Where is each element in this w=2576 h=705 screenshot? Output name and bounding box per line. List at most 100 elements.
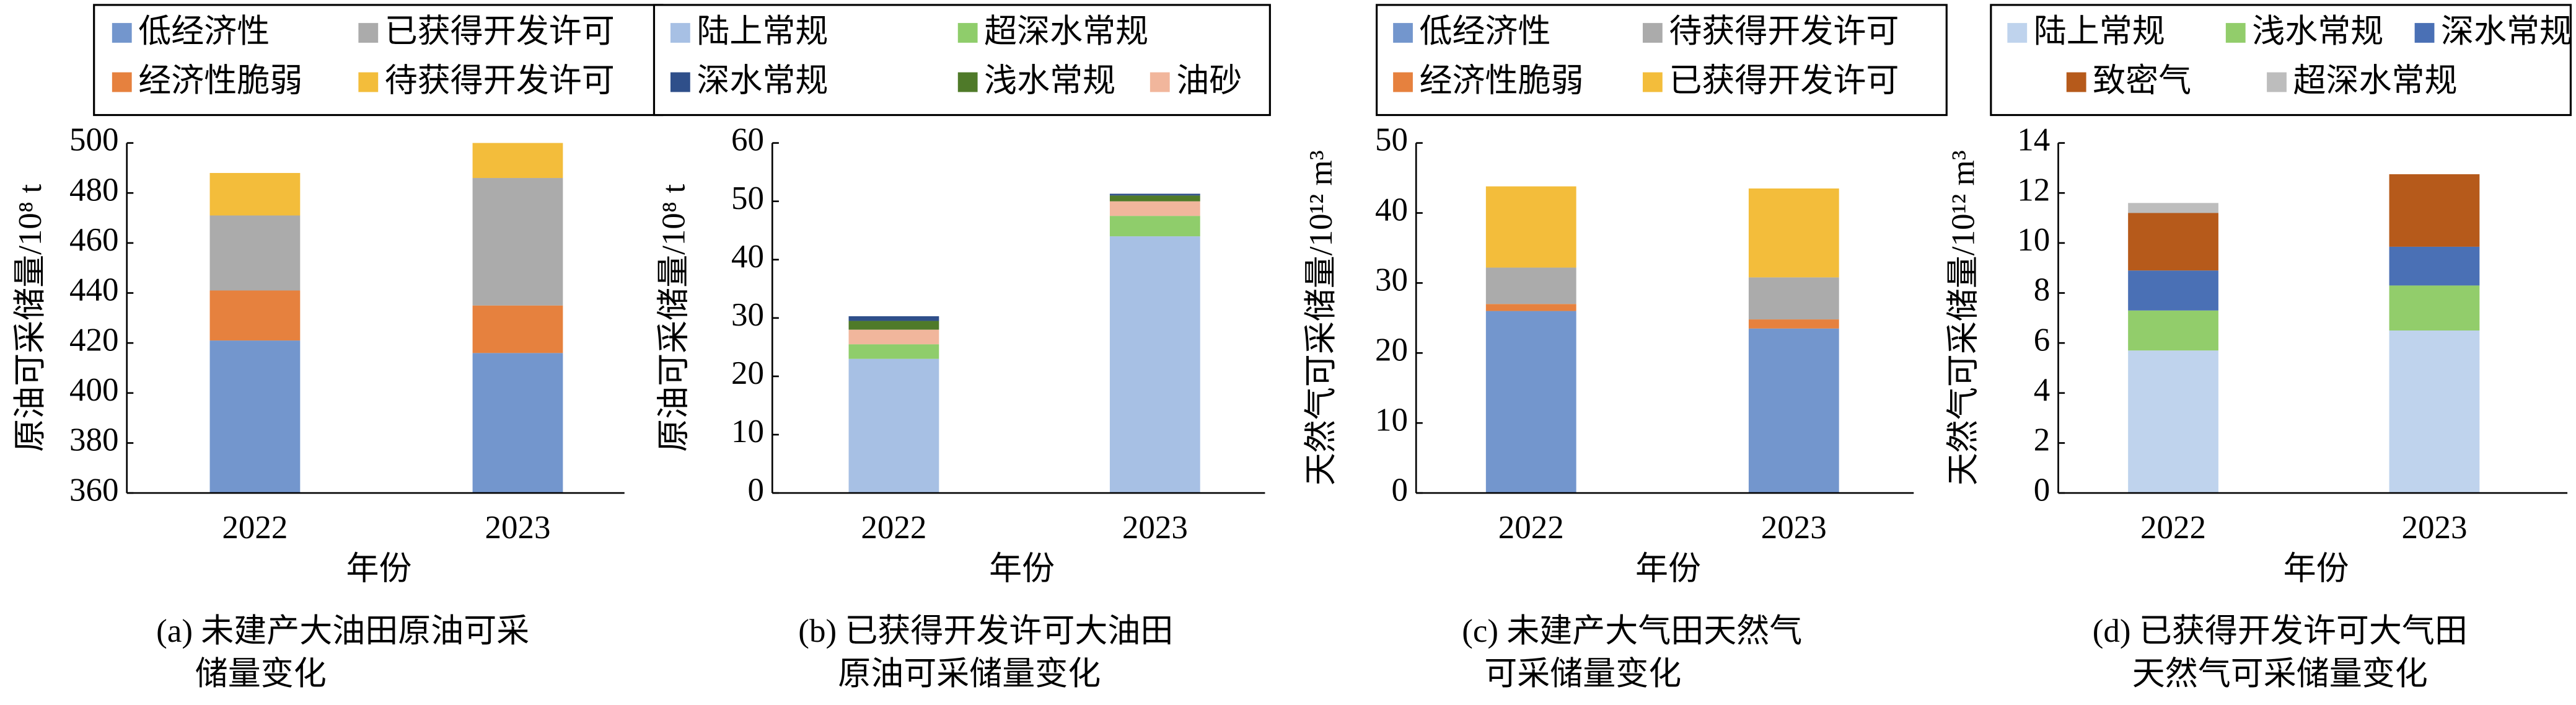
x-tick-label: 2022 (1498, 510, 1564, 546)
bar-segment (1109, 195, 1200, 202)
legend-swatch (2267, 72, 2287, 92)
y-tick-label: 50 (1375, 122, 1408, 158)
bar-segment (472, 178, 563, 306)
y-axis-label: 原油可采储量/10⁸ t (12, 184, 48, 451)
legend-label: 超深水常规 (984, 14, 1148, 50)
y-tick-label: 40 (1375, 192, 1408, 228)
x-tick-label: 2023 (2401, 510, 2467, 546)
bar-segment (209, 290, 301, 341)
x-tick-label: 2022 (222, 510, 288, 546)
legend-swatch (2414, 23, 2435, 43)
legend-label: 浅水常规 (2252, 14, 2383, 50)
legend-swatch (957, 72, 978, 92)
y-tick-label: 40 (731, 239, 764, 275)
bar-segment (2128, 350, 2218, 494)
bar-segment (848, 358, 939, 494)
bar-segment (472, 305, 563, 353)
bar-segment (1109, 201, 1200, 216)
y-tick-label: 10 (731, 414, 764, 450)
x-tick-label: 2023 (485, 510, 550, 546)
bar-segment (2128, 203, 2218, 213)
bar-segment (2128, 213, 2218, 271)
legend-label: 深水常规 (697, 63, 828, 99)
y-tick-label: 20 (1375, 332, 1408, 368)
bar-segment (1748, 188, 1839, 278)
bar-segment (209, 215, 301, 291)
y-tick-label: 420 (69, 322, 119, 358)
y-tick-label: 10 (2017, 222, 2050, 258)
legend-swatch (358, 72, 379, 92)
legend-label: 待获得开发许可 (385, 63, 615, 99)
bar-segment (2389, 285, 2480, 331)
legend-swatch (1393, 72, 1413, 92)
bar-segment (209, 340, 301, 494)
bar-segment (2128, 270, 2218, 311)
bar-segment (1748, 328, 1839, 494)
bar-segment (1485, 304, 1576, 311)
caption: (a) 未建产大油田原油可采 (156, 613, 529, 649)
bar-segment (472, 353, 563, 494)
y-tick-label: 30 (1375, 262, 1408, 298)
legend-swatch (1642, 72, 1663, 92)
panel: 0 2 4 6 8 10 12 14 2022 2023 年份 天然气可采储量/10¹² m³ (d) … (1945, 4, 2572, 692)
legend-swatch (1150, 72, 1170, 92)
bar-segment (2389, 246, 2480, 286)
legend-swatch (2066, 72, 2086, 92)
y-tick-label: 440 (69, 272, 119, 308)
caption: 可采储量变化 (1484, 656, 1681, 692)
legend-label: 油砂 (1176, 63, 1242, 99)
x-tick-label: 2022 (2140, 510, 2206, 546)
legend-label: 低经济性 (138, 14, 270, 50)
y-tick-label: 14 (2017, 122, 2050, 158)
bar-segment (2389, 330, 2480, 494)
legend-label: 经济性脆弱 (138, 63, 302, 99)
legend-swatch (1393, 23, 1413, 43)
x-axis-label: 年份 (346, 551, 412, 587)
bar-segment (1485, 311, 1576, 494)
y-tick-label: 12 (2017, 172, 2050, 208)
legend-label: 已获得开发许可 (1669, 63, 1899, 99)
legend-label: 陆上常规 (697, 14, 828, 50)
legend-swatch (2225, 23, 2246, 43)
bar-segment (1485, 267, 1576, 304)
legend-swatch (1642, 23, 1663, 43)
bar-segment (1748, 277, 1839, 320)
bar-segment (1109, 216, 1200, 237)
y-tick-label: 480 (69, 172, 119, 208)
legend-swatch (957, 23, 978, 43)
legend-label: 致密气 (2093, 63, 2191, 99)
legend-label: 超深水常规 (2293, 63, 2458, 99)
caption: 储量变化 (195, 656, 327, 692)
legend-label: 深水常规 (2441, 14, 2572, 50)
x-tick-label: 2023 (1761, 510, 1827, 546)
legend-label: 低经济性 (1420, 14, 1551, 50)
caption: 原油可采储量变化 (838, 656, 1101, 692)
y-tick-label: 360 (69, 472, 119, 508)
y-tick-label: 6 (2034, 322, 2051, 358)
bar-segment (2128, 310, 2218, 351)
legend-swatch (670, 72, 690, 92)
legend-swatch (670, 23, 690, 43)
caption: (b) 已获得开发许可大油田 (798, 613, 1173, 649)
legend-swatch (358, 23, 379, 43)
bar-segment (209, 172, 301, 216)
legend-swatch (112, 72, 132, 92)
y-axis-label: 天然气可采储量/10¹² m³ (1945, 150, 1981, 486)
y-tick-label: 8 (2034, 272, 2051, 308)
legend-label: 经济性脆弱 (1420, 63, 1584, 99)
y-tick-label: 0 (1391, 472, 1408, 508)
legend-label: 待获得开发许可 (1669, 14, 1899, 50)
legend-swatch (112, 23, 132, 43)
y-tick-label: 400 (69, 372, 119, 408)
panel: 360 380 400 420 440 460 480 500 2022 2023 年份 原油可采储量… (12, 4, 664, 692)
bar-segment (1485, 186, 1576, 268)
y-tick-label: 4 (2034, 372, 2051, 408)
legend-label: 已获得开发许可 (385, 14, 615, 50)
x-axis-label: 年份 (989, 551, 1055, 587)
caption: (c) 未建产大气田天然气 (1462, 613, 1802, 649)
y-tick-label: 10 (1375, 402, 1408, 438)
panel: 0 10 20 30 40 50 60 2022 2023 年份 原油可采储量/10⁸ t (b) 已… (653, 4, 1271, 692)
bar-segment (848, 316, 939, 321)
caption: (d) 已获得开发许可大气田 (2093, 613, 2468, 649)
